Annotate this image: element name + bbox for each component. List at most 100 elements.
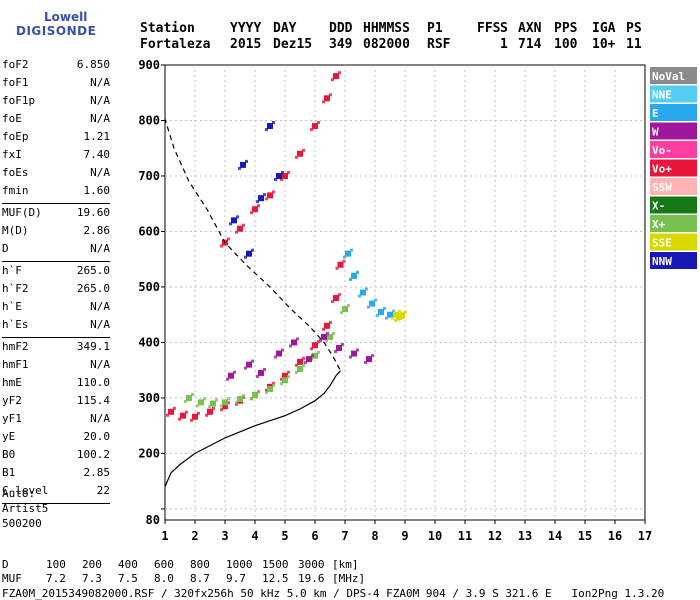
series-x-trace-speckle bbox=[295, 371, 298, 375]
param-row: hmF1 N/A bbox=[2, 358, 110, 376]
series-e-echoes-speckle bbox=[383, 306, 386, 310]
param-key: C-level bbox=[2, 484, 49, 497]
param-key: foEs bbox=[2, 166, 29, 179]
series-x-trace-speckle bbox=[302, 364, 305, 368]
autoscaling-info: Auto: Artist5 500200 bbox=[2, 486, 48, 531]
param-value: N/A bbox=[90, 412, 110, 425]
series-o-trace-speckle bbox=[235, 402, 238, 406]
x-tick-label: 2 bbox=[191, 529, 198, 543]
series-o-trace-point bbox=[180, 412, 186, 419]
legend-label: SSW bbox=[652, 181, 672, 194]
legend-swatch-nne bbox=[650, 85, 697, 103]
series-nnw-echoes-speckle bbox=[251, 248, 254, 252]
series-o-trace-point bbox=[168, 408, 174, 415]
series-multi-hop-point bbox=[333, 73, 339, 80]
series-o-trace-point bbox=[312, 342, 318, 349]
header-label-2: DAY bbox=[273, 21, 297, 36]
param-value: 19.60 bbox=[76, 206, 110, 219]
series-nnw-echoes-speckle bbox=[236, 215, 239, 219]
footer-muf-unit: [MHz] bbox=[332, 572, 366, 585]
param-key: D bbox=[2, 242, 9, 255]
y-tick-label: 200 bbox=[138, 446, 160, 460]
series-nnw-echoes-point bbox=[267, 123, 273, 130]
param-row: MUF(D) 19.60 bbox=[2, 206, 110, 224]
series-nnw-echoes-speckle bbox=[256, 200, 259, 204]
series-w-echoes-point bbox=[291, 339, 297, 346]
param-value: 2.85 bbox=[83, 466, 111, 479]
series-x-trace-speckle bbox=[184, 399, 187, 403]
param-value: 20.0 bbox=[83, 430, 111, 443]
series-e-echoes-point bbox=[369, 300, 375, 307]
series-o-trace-point bbox=[222, 403, 228, 410]
x-tick-label: 16 bbox=[608, 529, 622, 543]
series-w-echoes-speckle bbox=[356, 348, 359, 352]
series-e-echoes-point bbox=[345, 250, 351, 257]
series-w-echoes-speckle bbox=[349, 355, 352, 359]
series-o-trace-speckle bbox=[302, 356, 305, 360]
param-key: h`Es bbox=[2, 318, 29, 331]
param-row: foF1 N/A bbox=[2, 76, 110, 94]
x-tick-label: 3 bbox=[221, 529, 228, 543]
param-row: foE N/A bbox=[2, 112, 110, 130]
param-key: hmF1 bbox=[2, 358, 29, 371]
series-x-trace-speckle bbox=[265, 391, 268, 395]
series-multi-hop-speckle bbox=[302, 148, 305, 152]
series-e-echoes-point bbox=[378, 308, 384, 315]
param-row: h`F2 265.0 bbox=[2, 282, 110, 300]
header-value-11: 11 bbox=[626, 37, 642, 52]
x-tick-label: 6 bbox=[311, 529, 318, 543]
series-e-echoes-speckle bbox=[343, 255, 346, 259]
series-o-trace-speckle bbox=[197, 411, 200, 415]
series-x-trace-point bbox=[198, 399, 204, 406]
x-tick-label: 14 bbox=[548, 529, 562, 543]
series-o-trace-speckle bbox=[329, 320, 332, 324]
series-x-trace-speckle bbox=[203, 397, 206, 401]
series-profile-topside-line bbox=[165, 117, 342, 371]
legend-swatch-w bbox=[650, 122, 697, 140]
param-key: h`F2 bbox=[2, 282, 29, 295]
footer-d-value: 100 bbox=[46, 558, 66, 571]
y-tick-label: 300 bbox=[138, 391, 160, 405]
legend-label: E bbox=[652, 107, 659, 120]
series-w-echoes-speckle bbox=[296, 337, 299, 341]
legend-swatch-x- bbox=[650, 196, 697, 214]
param-value: N/A bbox=[90, 318, 110, 331]
series-w-echoes-speckle bbox=[319, 338, 322, 342]
ionogram-chart: 1 2 3 4 5 6 7 8 9 10 11 12 13 14 15 16 17802003004005006… bbox=[138, 58, 697, 543]
series-x-trace-speckle bbox=[287, 375, 290, 379]
footer-muf-value: 8.0 bbox=[154, 572, 174, 585]
param-key: M(D) bbox=[2, 224, 29, 237]
series-multi-hop-point bbox=[267, 192, 273, 199]
footer-d-label: D bbox=[2, 558, 9, 571]
param-key: yE bbox=[2, 430, 16, 443]
series-o-trace-speckle bbox=[227, 401, 230, 405]
series-nnw-echoes-speckle bbox=[274, 177, 277, 181]
header-value-2: Dez15 bbox=[273, 37, 313, 52]
series-w-echoes-point bbox=[351, 350, 357, 357]
legend-swatch-noval bbox=[650, 67, 697, 84]
param-key: hmE bbox=[2, 376, 22, 389]
footer-d-value: 400 bbox=[118, 558, 138, 571]
header-value-4: 082000 bbox=[363, 37, 410, 52]
series-o-trace-speckle bbox=[295, 363, 298, 367]
header-value-7: 1 bbox=[500, 37, 508, 52]
header-label-0: Station bbox=[140, 21, 195, 36]
header-label-8: AXN bbox=[518, 21, 542, 36]
footer-d-value: 600 bbox=[154, 558, 174, 571]
series-w-echoes-point bbox=[258, 369, 264, 376]
series-nnw-echoes-point bbox=[240, 161, 246, 168]
legend-label: SSE bbox=[652, 237, 672, 250]
footer-muf-value: 7.5 bbox=[118, 572, 138, 585]
series-profile-line bbox=[165, 370, 341, 487]
param-key: fmin bbox=[2, 184, 29, 197]
series-x-trace-speckle bbox=[227, 397, 230, 401]
series-sse-echoes-speckle bbox=[391, 316, 394, 320]
footer-d-value: 1000 bbox=[226, 558, 253, 571]
series-x-trace-speckle bbox=[191, 392, 194, 396]
param-value: 6.850 bbox=[76, 58, 110, 71]
param-key: h`E bbox=[2, 300, 22, 313]
series-o-trace-speckle bbox=[331, 300, 334, 304]
series-x-trace-speckle bbox=[280, 382, 283, 386]
y-tick-label: 500 bbox=[138, 280, 160, 294]
series-multi-hop-speckle bbox=[280, 177, 283, 181]
